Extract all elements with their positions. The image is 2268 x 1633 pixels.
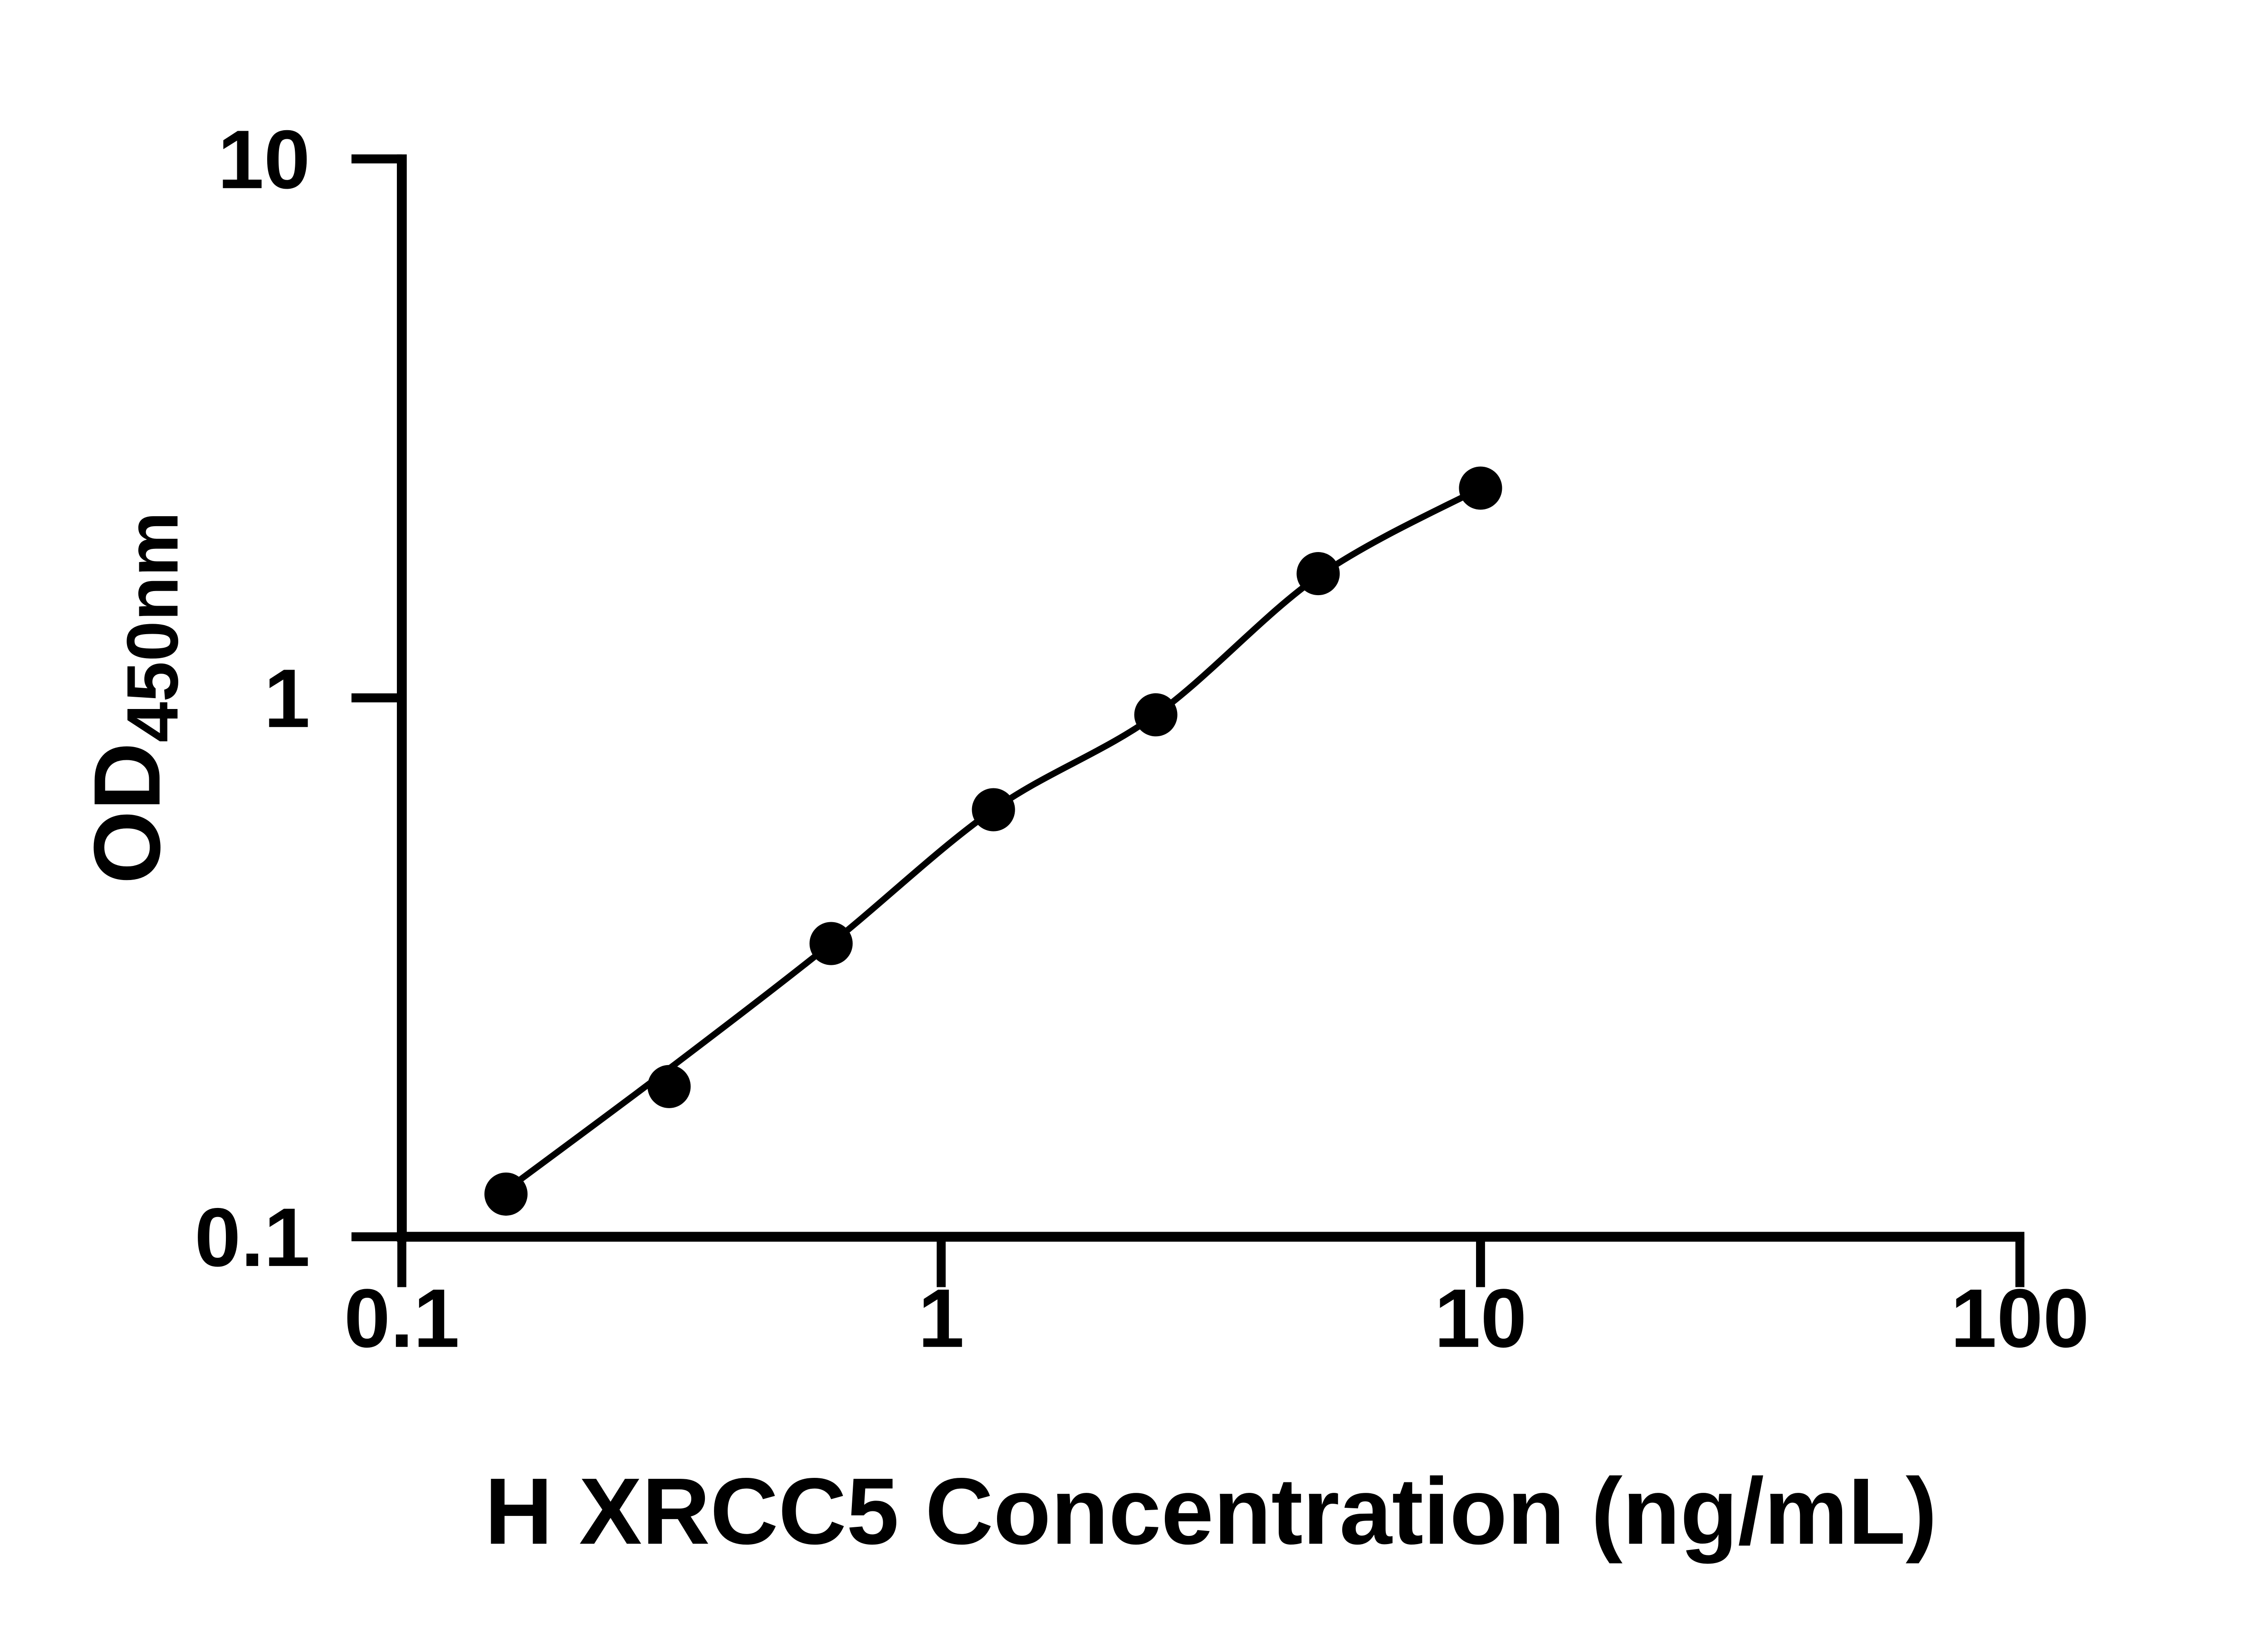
plot-axes [396,154,2024,1242]
data-point [1296,552,1340,596]
data-point [809,922,853,965]
data-point [1459,466,1502,510]
x-axis-title: H XRCC5 Concentration (ng/mL) [484,1459,1937,1564]
x-tick-label: 100 [1950,1271,2089,1364]
x-tick-label: 10 [1434,1271,1527,1364]
y-axis-title: OD450nm [75,512,194,884]
data-points [484,466,1502,1216]
x-tick-label: 0.1 [344,1271,459,1364]
data-point [484,1172,528,1216]
y-axis-title-main: OD [75,743,180,884]
y-axis-title-subscript: 450nm [112,512,193,743]
y-tick-labels: 0.1 1 10 [195,113,310,1284]
y-tick-label: 10 [218,113,310,206]
y-tick-label: 1 [264,652,310,745]
y-tick-label: 0.1 [195,1191,310,1284]
y-axis-ticks [351,154,402,1242]
x-axis-ticks [397,1237,2024,1287]
x-tick-label: 1 [918,1271,964,1364]
data-point [1134,693,1178,737]
data-point [972,788,1015,831]
x-tick-labels: 0.1 1 10 100 [344,1271,2089,1364]
data-point [647,1065,691,1108]
